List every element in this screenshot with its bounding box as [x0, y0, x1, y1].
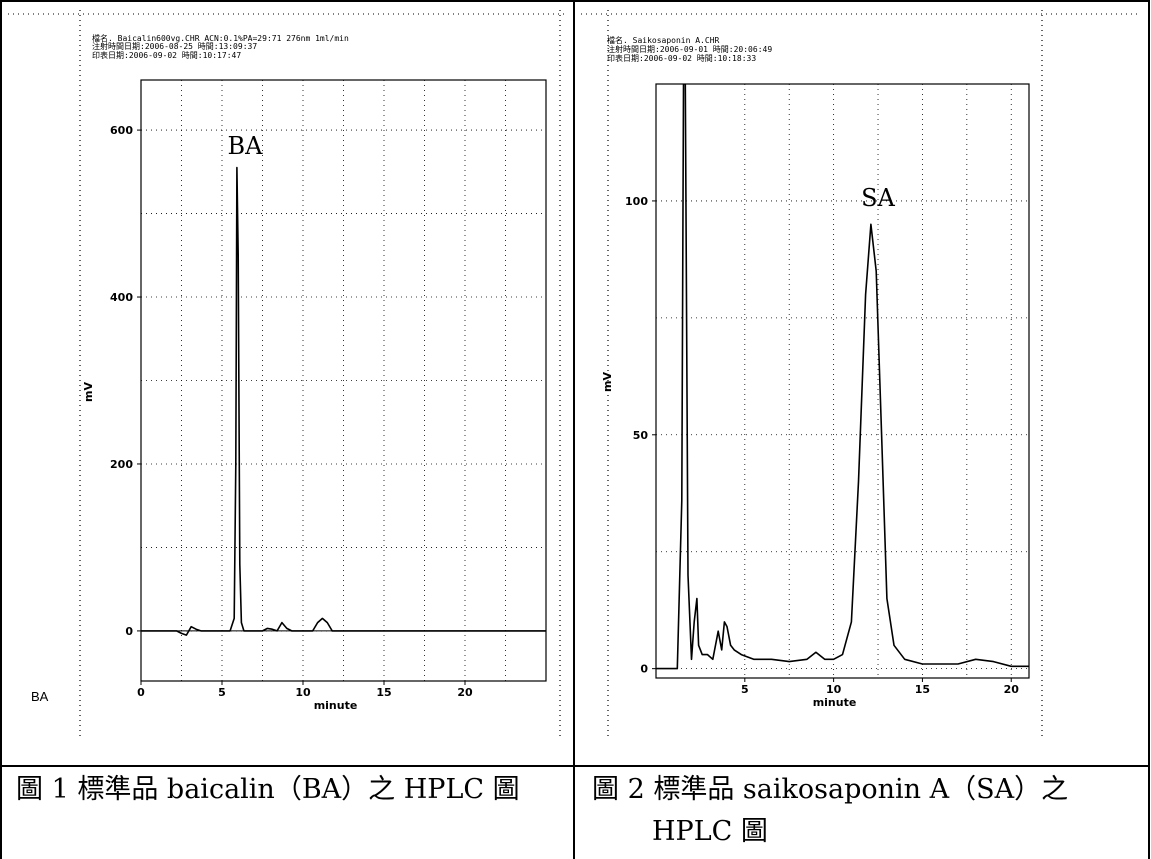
table-border-top: [0, 0, 1150, 2]
x-tick-label: 0: [137, 686, 145, 699]
chart-header-line: 印表日期:2006-09-02 時間:10:18:33: [607, 53, 756, 63]
corner-label: BA: [31, 689, 49, 704]
chart-baicalin: 檔名. Baicalin600vg.CHR ACN:0.1%PA=29:71 2…: [8, 10, 567, 737]
y-tick-label: 600: [110, 124, 133, 137]
y-axis-title: mV: [601, 372, 614, 392]
chart-header-line: 注射時間日期:2006-09-01 時間:20:06:49: [607, 44, 772, 54]
x-tick-label: 5: [218, 686, 226, 699]
x-tick-label: 10: [295, 686, 311, 699]
y-tick-label: 400: [110, 291, 133, 304]
x-tick-label: 5: [741, 683, 749, 696]
table-divider-vertical: [573, 0, 575, 859]
x-tick-label: 20: [1004, 683, 1020, 696]
chart-cell-left: 檔名. Baicalin600vg.CHR ACN:0.1%PA=29:71 2…: [2, 2, 573, 765]
table-border-left: [0, 0, 2, 859]
y-tick-label: 0: [125, 625, 133, 638]
peak-label: SA: [861, 184, 895, 212]
x-tick-label: 15: [915, 683, 930, 696]
y-tick-label: 200: [110, 458, 133, 471]
x-tick-label: 15: [376, 686, 391, 699]
caption-left: 圖 1 標準品 baicalin（BA）之 HPLC 圖: [16, 774, 520, 805]
x-axis-title: minute: [813, 696, 857, 709]
y-tick-label: 0: [640, 663, 648, 676]
chromatogram-trace: [141, 166, 546, 636]
caption-right-line2: HPLC 圖: [652, 816, 768, 847]
chart-header-line: 印表日期:2006-09-02 時間:10:17:47: [92, 50, 241, 60]
chart-header-line: 檔名. Saikosaponin A.CHR: [607, 35, 720, 45]
y-tick-label: 50: [633, 429, 649, 442]
x-tick-label: 20: [457, 686, 473, 699]
chart-header-line: 注射時間日期:2006-08-25 時間:13:09:37: [92, 41, 257, 51]
chromatogram-trace: [656, 84, 1029, 670]
chart-saikosaponin: 檔名. Saikosaponin A.CHR注射時間日期:2006-09-01 …: [581, 10, 1140, 737]
chart-cell-right: 檔名. Saikosaponin A.CHR 注射時間日期:2006-09-01 …: [575, 2, 1148, 765]
caption-right-line1: 圖 2 標準品 saikosaponin A（SA）之: [592, 774, 1069, 805]
y-axis-title: mV: [82, 382, 95, 402]
plot-frame: [655, 83, 1030, 679]
y-tick-label: 100: [625, 195, 648, 208]
chart-header-line: 檔名. Baicalin600vg.CHR ACN:0.1%PA=29:71 2…: [92, 33, 349, 43]
table-divider-horizontal: [0, 765, 1150, 767]
x-tick-label: 10: [826, 683, 842, 696]
table-border-right: [1148, 0, 1150, 859]
x-axis-title: minute: [314, 699, 358, 712]
peak-label: BA: [228, 132, 264, 160]
